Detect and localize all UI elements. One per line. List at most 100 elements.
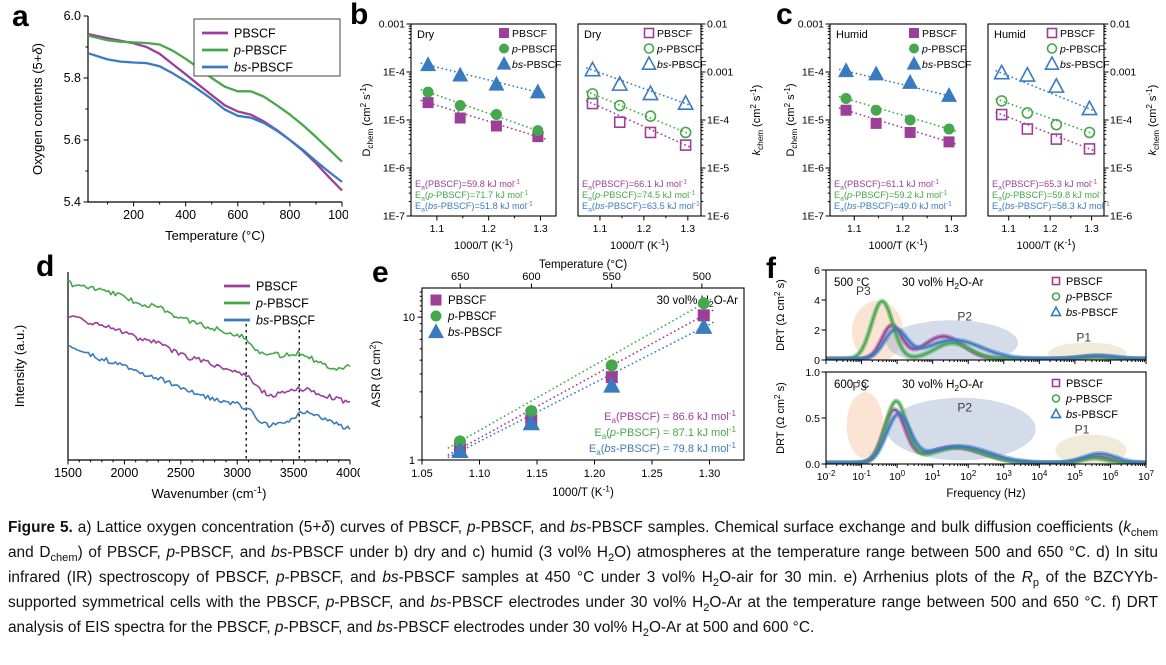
panel-a-curve-p-PBSCF bbox=[87, 34, 343, 163]
svg-text:Ea(PBSCF)=65.3 kJ mol-1: Ea(PBSCF)=65.3 kJ mol-1 bbox=[992, 179, 1097, 192]
svg-text:p-PBSCF: p-PBSCF bbox=[1065, 291, 1113, 303]
svg-text:Intensity (a.u.): Intensity (a.u.) bbox=[12, 325, 27, 407]
svg-text:1.2: 1.2 bbox=[896, 223, 911, 235]
svg-text:1E-4: 1E-4 bbox=[1110, 115, 1132, 127]
svg-text:Wavenumber (cm-1): Wavenumber (cm-1) bbox=[152, 485, 267, 501]
svg-text:Humid: Humid bbox=[836, 29, 868, 41]
svg-text:bs-PBSCF: bs-PBSCF bbox=[256, 314, 315, 328]
svg-text:10-1: 10-1 bbox=[852, 469, 871, 483]
svg-text:101: 101 bbox=[925, 469, 941, 483]
svg-text:bs-PBSCF: bs-PBSCF bbox=[1066, 307, 1118, 319]
svg-text:Ea(p-PBSCF)=71.7 kJ mol-1: Ea(p-PBSCF)=71.7 kJ mol-1 bbox=[415, 190, 528, 203]
svg-text:1.05: 1.05 bbox=[411, 468, 432, 480]
svg-text:P2: P2 bbox=[957, 309, 972, 323]
svg-text:105: 105 bbox=[1067, 469, 1084, 483]
svg-text:1000: 1000 bbox=[328, 208, 348, 222]
svg-text:0.5: 0.5 bbox=[805, 413, 820, 425]
svg-text:P3: P3 bbox=[856, 284, 871, 298]
panel-label-f: f bbox=[766, 252, 776, 285]
svg-text:Ea(bs-PBSCF) = 79.8 kJ mol-1: Ea(bs-PBSCF) = 79.8 kJ mol-1 bbox=[589, 441, 737, 457]
svg-text:1.2: 1.2 bbox=[481, 223, 496, 235]
svg-text:Ea(PBSCF)=59.8 kJ mol-1: Ea(PBSCF)=59.8 kJ mol-1 bbox=[415, 179, 520, 192]
svg-text:6.0: 6.0 bbox=[64, 9, 81, 23]
svg-text:107: 107 bbox=[1138, 469, 1154, 483]
svg-text:p-PBSCF: p-PBSCF bbox=[1059, 43, 1104, 55]
svg-text:0.001: 0.001 bbox=[379, 19, 405, 31]
svg-text:0.001: 0.001 bbox=[798, 19, 824, 31]
panel-b-dry-chart: 0.001 1E-4 1E-5 1E-6 1E-7 1.1 1.2 1.3 1000/T (K-… bbox=[359, 19, 765, 253]
svg-text:bs-PBSCF: bs-PBSCF bbox=[234, 61, 293, 75]
svg-text:p-PBSCF: p-PBSCF bbox=[1065, 393, 1113, 405]
svg-text:1.3: 1.3 bbox=[1084, 223, 1099, 235]
svg-text:0.001: 0.001 bbox=[707, 67, 733, 79]
svg-text:bs-PBSCF: bs-PBSCF bbox=[448, 327, 502, 339]
svg-text:Ea(p-PBSCF)=74.5 kJ mol-1: Ea(p-PBSCF)=74.5 kJ mol-1 bbox=[582, 190, 695, 203]
svg-text:Temperature (°C): Temperature (°C) bbox=[539, 259, 627, 271]
svg-text:Dchem (cm2 s-1): Dchem (cm2 s-1) bbox=[784, 83, 799, 156]
svg-text:Dry: Dry bbox=[417, 29, 435, 41]
panel-d-spectrum-p-PBSCF bbox=[67, 279, 351, 371]
svg-text:2: 2 bbox=[814, 325, 820, 337]
svg-text:1.3: 1.3 bbox=[681, 223, 696, 235]
svg-text:DRT (Ω cm2 s): DRT (Ω cm2 s) bbox=[773, 382, 787, 454]
svg-text:104: 104 bbox=[1031, 469, 1048, 483]
svg-text:3500: 3500 bbox=[280, 466, 308, 480]
panel-f-drt-chart: 0 2 4 6 DRT (Ω cm2 s) 500 °C 30 vol% H2O-Ar P3 P… bbox=[773, 265, 1154, 500]
svg-text:1.3: 1.3 bbox=[944, 223, 959, 235]
panel-label-d: d bbox=[36, 250, 55, 283]
svg-text:1500: 1500 bbox=[54, 466, 82, 480]
svg-text:PBSCF: PBSCF bbox=[1066, 276, 1103, 288]
svg-text:1E-5: 1E-5 bbox=[383, 115, 405, 127]
svg-text:600: 600 bbox=[522, 271, 540, 283]
svg-text:PBSCF: PBSCF bbox=[512, 28, 547, 40]
svg-text:P1: P1 bbox=[1075, 423, 1090, 437]
panel-d-spectrum-bs-PBSCF bbox=[67, 344, 351, 430]
svg-text:0.0: 0.0 bbox=[805, 459, 820, 471]
svg-text:p-PBSCF: p-PBSCF bbox=[511, 43, 556, 55]
svg-text:Ea(bs-PBSCF)=51.8 kJ mol-1: Ea(bs-PBSCF)=51.8 kJ mol-1 bbox=[415, 201, 533, 214]
svg-text:1E-4: 1E-4 bbox=[802, 67, 824, 79]
svg-text:10: 10 bbox=[403, 312, 415, 324]
svg-text:1.1: 1.1 bbox=[430, 223, 445, 235]
svg-text:1E-5: 1E-5 bbox=[707, 163, 729, 175]
svg-text:800: 800 bbox=[279, 208, 300, 222]
svg-text:p-PBSCF: p-PBSCF bbox=[233, 44, 287, 58]
figure-caption: Figure 5. a) Lattice oxygen concentratio… bbox=[8, 519, 1158, 639]
svg-text:500 °C: 500 °C bbox=[834, 277, 869, 289]
svg-text:P3: P3 bbox=[852, 379, 867, 393]
svg-text:1000/T (K-1): 1000/T (K-1) bbox=[869, 238, 928, 252]
svg-text:0.01: 0.01 bbox=[707, 19, 728, 31]
svg-text:1.0: 1.0 bbox=[805, 367, 820, 379]
panel-e-plot: Temperature (°C) 650 600 550 500 1.05 1.10 1.15… bbox=[368, 259, 745, 499]
svg-text:2000: 2000 bbox=[110, 466, 138, 480]
svg-text:bs-PBSCF: bs-PBSCF bbox=[1060, 59, 1110, 71]
panel-c-dchem: 0.001 1E-4 1E-5 1E-6 1E-7 1.1 1.2 1.3 1000/T (K-… bbox=[784, 19, 972, 253]
svg-text:1E-5: 1E-5 bbox=[1110, 163, 1132, 175]
svg-text:4: 4 bbox=[814, 295, 820, 307]
svg-text:1.25: 1.25 bbox=[641, 468, 662, 480]
svg-text:Humid: Humid bbox=[994, 29, 1026, 41]
svg-text:PBSCF: PBSCF bbox=[657, 28, 692, 40]
svg-text:30 vol% H2O-Ar: 30 vol% H2O-Ar bbox=[902, 379, 984, 393]
svg-text:1000/T (K-1): 1000/T (K-1) bbox=[454, 238, 513, 252]
panel-f-subplot-0: 0 2 4 6 DRT (Ω cm2 s) 500 °C 30 vol% H2O-Ar P3 P… bbox=[773, 265, 1147, 367]
svg-text:1E-6: 1E-6 bbox=[802, 163, 824, 175]
svg-text:p-PBSCF: p-PBSCF bbox=[921, 43, 966, 55]
svg-text:bs-PBSCF: bs-PBSCF bbox=[657, 59, 707, 71]
svg-text:DRT (Ω cm2 s): DRT (Ω cm2 s) bbox=[773, 279, 787, 351]
svg-text:103: 103 bbox=[996, 469, 1012, 483]
panel-b-dchem: 0.001 1E-4 1E-5 1E-6 1E-7 1.1 1.2 1.3 1000/T (K-… bbox=[359, 19, 562, 253]
svg-text:Ea(PBSCF)=61.1 kJ mol-1: Ea(PBSCF)=61.1 kJ mol-1 bbox=[834, 179, 939, 192]
svg-text:1.15: 1.15 bbox=[526, 468, 547, 480]
svg-text:3000: 3000 bbox=[223, 466, 251, 480]
svg-text:P1: P1 bbox=[1076, 330, 1091, 344]
svg-text:4000: 4000 bbox=[336, 466, 360, 480]
svg-text:30 vol% H2O-Ar: 30 vol% H2O-Ar bbox=[902, 277, 984, 291]
panel-b-kchem: 0.01 0.001 1E-4 1E-5 1E-6 1.1 1.2 1.3 1000/T (K-… bbox=[577, 19, 765, 252]
svg-text:P2: P2 bbox=[957, 401, 972, 415]
svg-text:1.3: 1.3 bbox=[533, 223, 548, 235]
svg-text:1.20: 1.20 bbox=[584, 468, 605, 480]
svg-text:1000/T (K-1): 1000/T (K-1) bbox=[610, 238, 669, 252]
svg-text:bs-PBSCF: bs-PBSCF bbox=[512, 59, 562, 71]
